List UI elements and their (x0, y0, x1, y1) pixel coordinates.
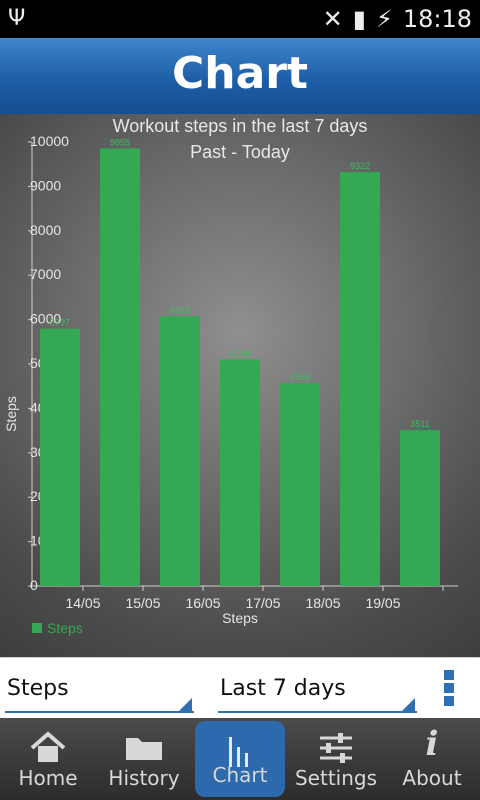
filter-bar: Steps Last 7 days (0, 657, 480, 719)
chart-icon (225, 733, 255, 774)
y-tick-label: 7000 (30, 266, 61, 282)
tab-about[interactable]: i About (384, 718, 480, 800)
signal-muted-icon: ✕ (322, 5, 343, 33)
tab-label: Home (18, 766, 78, 790)
app-header: Chart (0, 38, 480, 115)
bar (280, 383, 320, 586)
bar-value-label: 4569 (290, 372, 310, 382)
status-bar: Ψ ✕ ▮ ⚡ 18:18 (0, 0, 480, 38)
folder-icon (124, 730, 164, 769)
bar (400, 430, 440, 586)
tab-home[interactable]: Home (0, 718, 96, 800)
tab-settings[interactable]: Settings (288, 718, 384, 800)
bottom-tab-bar: Home History Chart Settings i About (0, 718, 480, 800)
bar (220, 359, 260, 586)
cell-signal-icon: ▮ (352, 5, 366, 33)
legend-swatch (32, 623, 42, 633)
chart-area: Workout steps in the last 7 days Past - T… (0, 114, 480, 657)
page-title: Chart (171, 48, 309, 99)
y-tick-label: 10000 (30, 133, 69, 149)
y-axis-label: Steps (3, 396, 19, 432)
chart-title: Workout steps in the last 7 days (113, 116, 368, 136)
x-tick-label: 18/05 (305, 595, 340, 611)
bar-value-label: 6073 (170, 305, 190, 315)
home-icon (28, 730, 68, 769)
y-tick-label: 0 (30, 577, 38, 593)
bar (40, 328, 80, 586)
tab-label: Chart (212, 763, 268, 787)
sliders-icon (316, 730, 356, 769)
chart-subtitle: Past - Today (190, 142, 290, 162)
spinner-arrow-icon (178, 698, 192, 712)
usb-icon: Ψ (8, 6, 26, 31)
tab-label: About (402, 766, 462, 790)
legend-label: Steps (47, 620, 83, 636)
bar (340, 172, 380, 586)
info-icon: i (425, 724, 439, 764)
x-tick-label: 14/05 (65, 595, 100, 611)
range-spinner[interactable]: Last 7 days (213, 658, 429, 718)
y-tick-label: 6000 (30, 311, 61, 327)
bar-value-label: 9855 (110, 137, 130, 147)
overflow-menu-icon[interactable] (444, 670, 456, 706)
y-tick-label: 9000 (30, 177, 61, 193)
metric-spinner[interactable]: Steps (0, 658, 206, 718)
status-time: 18:18 (402, 5, 472, 33)
bar-value-label: 5104 (230, 348, 250, 358)
bar (160, 316, 200, 586)
x-tick-label: 15/05 (125, 595, 160, 611)
x-tick-label: 17/05 (245, 595, 280, 611)
x-tick-label: 16/05 (185, 595, 220, 611)
bar (100, 148, 140, 587)
tab-label: Settings (294, 766, 378, 790)
range-spinner-value: Last 7 days (220, 676, 346, 701)
bar-value-label: 5797 (50, 318, 70, 328)
bar-value-label: 3511 (410, 419, 429, 429)
bar-value-label: 9322 (350, 161, 370, 171)
metric-spinner-value: Steps (7, 676, 69, 701)
tab-chart[interactable]: Chart (195, 721, 285, 797)
spinner-arrow-icon (401, 698, 415, 712)
tab-history[interactable]: History (96, 718, 192, 800)
x-axis-label: Steps (222, 610, 258, 626)
tab-label: History (108, 766, 180, 790)
y-tick-label: 8000 (30, 222, 61, 238)
x-tick-label: 19/05 (365, 595, 400, 611)
battery-charging-icon: ⚡ (375, 5, 393, 33)
bar-chart: Workout steps in the last 7 days Past - T… (3, 116, 458, 636)
